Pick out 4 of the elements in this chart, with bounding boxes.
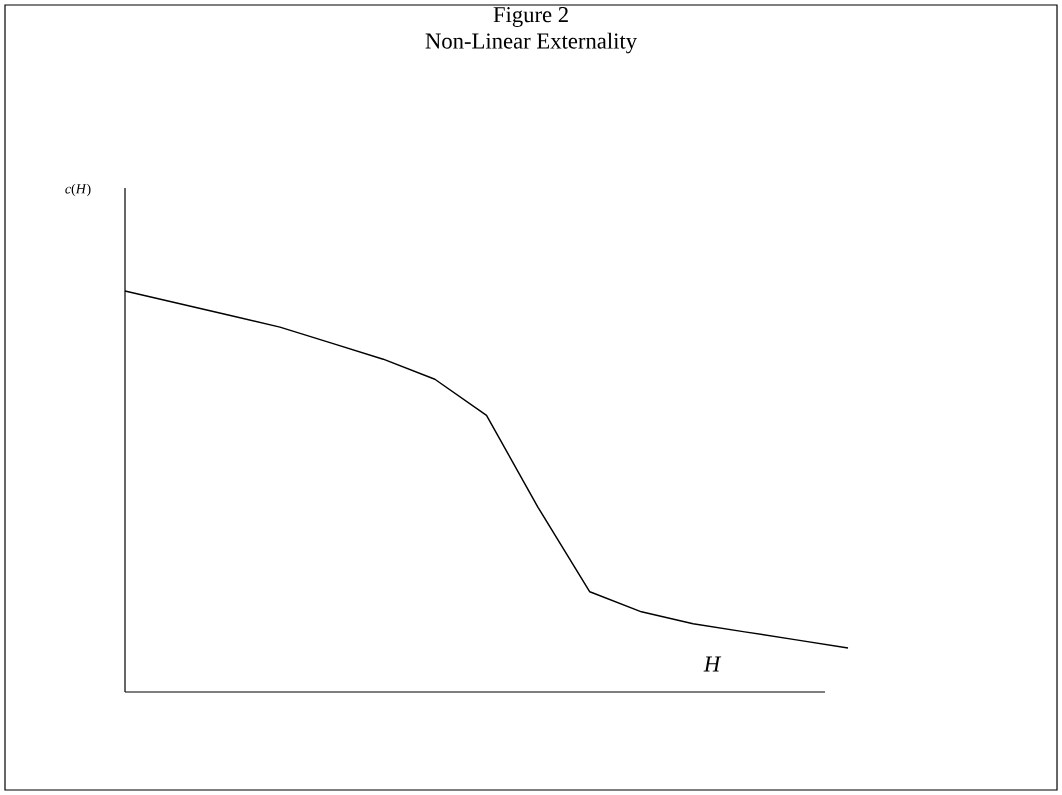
x-axis-title: H bbox=[703, 656, 722, 672]
text: c(H) bbox=[65, 183, 91, 197]
chart-title: Figure 2 bbox=[493, 7, 568, 27]
chart-subtitle: Non-Linear Externality bbox=[425, 32, 638, 54]
